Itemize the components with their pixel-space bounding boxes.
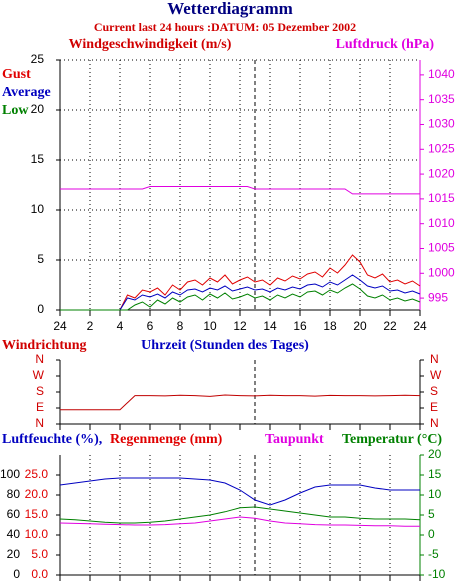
x-axis-label: Uhrzeit (Stunden des Tages) bbox=[141, 338, 309, 353]
data-line bbox=[60, 283, 421, 311]
y2-tick-label: 5 bbox=[428, 507, 435, 521]
y-tick-label: 60 bbox=[7, 507, 21, 521]
rain-tick-label: 10.0 bbox=[25, 527, 49, 541]
y-tick-label: S bbox=[36, 384, 44, 398]
y-tick-label: 5 bbox=[37, 252, 44, 266]
y2-tick-label: 1010 bbox=[428, 216, 455, 230]
legend-label: Temperatur (°C) bbox=[342, 432, 442, 447]
y-tick-label: 80 bbox=[7, 487, 21, 501]
x-tick-label: 2 bbox=[87, 319, 94, 333]
rain-tick-label: 15.0 bbox=[25, 507, 49, 521]
x-tick-label: 12 bbox=[233, 319, 247, 333]
y2-tick-label: 1005 bbox=[428, 241, 455, 255]
x-tick-label: 24 bbox=[53, 319, 67, 333]
y-axis-label: Windgeschwindigkeit (m/s) bbox=[69, 37, 232, 52]
data-line bbox=[59, 506, 421, 524]
data-line bbox=[60, 254, 421, 311]
x-tick-label: 18 bbox=[323, 319, 337, 333]
y2-tick-label: -5 bbox=[428, 547, 439, 561]
y2-tick-label: 1015 bbox=[428, 191, 455, 205]
data-line bbox=[59, 477, 420, 506]
y2-tick-label: 1025 bbox=[428, 141, 455, 155]
legend-label: Gust bbox=[2, 67, 31, 82]
y-tick-label: 20 bbox=[7, 547, 21, 561]
x-tick-label: 24 bbox=[413, 319, 427, 333]
y-tick-label: 100 bbox=[0, 467, 20, 481]
y-tick-label: 10 bbox=[31, 202, 45, 216]
y2-tick-label: N bbox=[430, 416, 439, 430]
y-axis-label: Regenmenge (mm) bbox=[110, 432, 223, 447]
y-tick-label: E bbox=[36, 400, 44, 414]
chart-title: Wetterdiagramm bbox=[167, 0, 293, 18]
x-tick-label: 10 bbox=[203, 319, 217, 333]
y2-tick-label: 1000 bbox=[428, 265, 455, 279]
y-tick-label: 0 bbox=[13, 567, 20, 581]
y-tick-label: 25 bbox=[31, 52, 45, 66]
y2-tick-label: S bbox=[430, 384, 438, 398]
y2-tick-label: 15 bbox=[428, 467, 442, 481]
y2-axis-label: Luftdruck (hPa) bbox=[336, 37, 435, 52]
x-tick-label: 4 bbox=[117, 319, 124, 333]
y-tick-label: 15 bbox=[31, 152, 45, 166]
y2-tick-label: 1020 bbox=[428, 166, 455, 180]
x-tick-label: 6 bbox=[147, 319, 154, 333]
y2-tick-label: W bbox=[430, 368, 442, 382]
y-tick-label: W bbox=[33, 368, 45, 382]
y2-tick-label: 10 bbox=[428, 487, 442, 501]
y2-tick-label: E bbox=[430, 400, 438, 414]
chart-subtitle: Current last 24 hours :DATUM: 05 Dezembe… bbox=[94, 20, 356, 34]
y2-tick-label: 995 bbox=[428, 290, 448, 304]
y2-tick-label: 20 bbox=[428, 447, 442, 461]
data-line bbox=[59, 516, 420, 527]
x-tick-label: 22 bbox=[383, 319, 397, 333]
y-tick-label: 40 bbox=[7, 527, 21, 541]
y2-tick-label: N bbox=[430, 352, 439, 366]
legend-label: Taupunkt bbox=[265, 432, 324, 447]
y2-tick-label: -10 bbox=[428, 567, 446, 581]
y2-tick-label: 1035 bbox=[428, 92, 455, 106]
x-tick-label: 14 bbox=[263, 319, 277, 333]
y-tick-label: 0 bbox=[37, 302, 44, 316]
y-tick-label: N bbox=[35, 352, 44, 366]
y-axis-label: Windrichtung bbox=[2, 338, 87, 353]
x-tick-label: 8 bbox=[177, 319, 184, 333]
legend-label: Low bbox=[2, 103, 29, 118]
legend-label: Luftfeuchte (%), bbox=[2, 432, 102, 447]
data-line bbox=[60, 186, 420, 195]
y-tick-label: N bbox=[35, 416, 44, 430]
rain-tick-label: 0.0 bbox=[31, 567, 48, 581]
data-line bbox=[60, 394, 421, 411]
x-tick-label: 16 bbox=[293, 319, 307, 333]
y2-tick-label: 1030 bbox=[428, 117, 455, 131]
rain-tick-label: 20.0 bbox=[25, 487, 49, 501]
y2-tick-label: 1040 bbox=[428, 67, 455, 81]
rain-tick-label: 25.0 bbox=[25, 467, 49, 481]
rain-tick-label: 5.0 bbox=[31, 547, 48, 561]
legend-label: Average bbox=[2, 85, 51, 100]
y-tick-label: 20 bbox=[31, 102, 45, 116]
x-tick-label: 20 bbox=[353, 319, 367, 333]
y2-tick-label: 0 bbox=[428, 527, 435, 541]
